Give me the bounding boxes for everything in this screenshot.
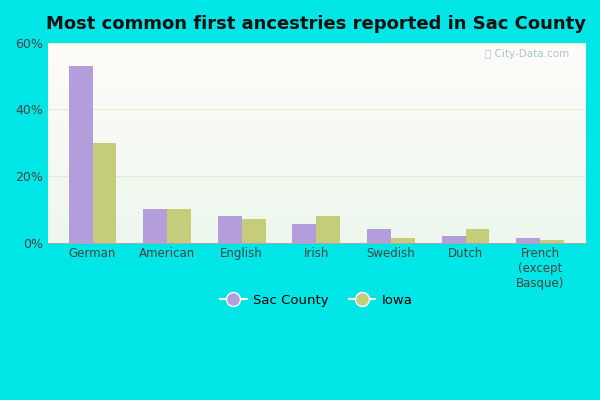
Bar [391, 238, 415, 242]
Legend: Sac County, Iowa: Sac County, Iowa [215, 288, 418, 312]
Bar [68, 66, 92, 242]
Title: Most common first ancestries reported in Sac County: Most common first ancestries reported in… [46, 15, 586, 33]
Bar [143, 209, 167, 242]
Bar [540, 240, 564, 242]
Bar [167, 209, 191, 242]
Bar [242, 219, 266, 242]
Text: ⓘ City-Data.com: ⓘ City-Data.com [485, 49, 569, 59]
Bar [92, 143, 116, 242]
Bar [316, 216, 340, 242]
Bar [218, 216, 242, 242]
Bar [466, 229, 490, 242]
Bar [292, 224, 316, 242]
Bar [367, 229, 391, 242]
Bar [442, 236, 466, 242]
Bar [517, 238, 540, 242]
